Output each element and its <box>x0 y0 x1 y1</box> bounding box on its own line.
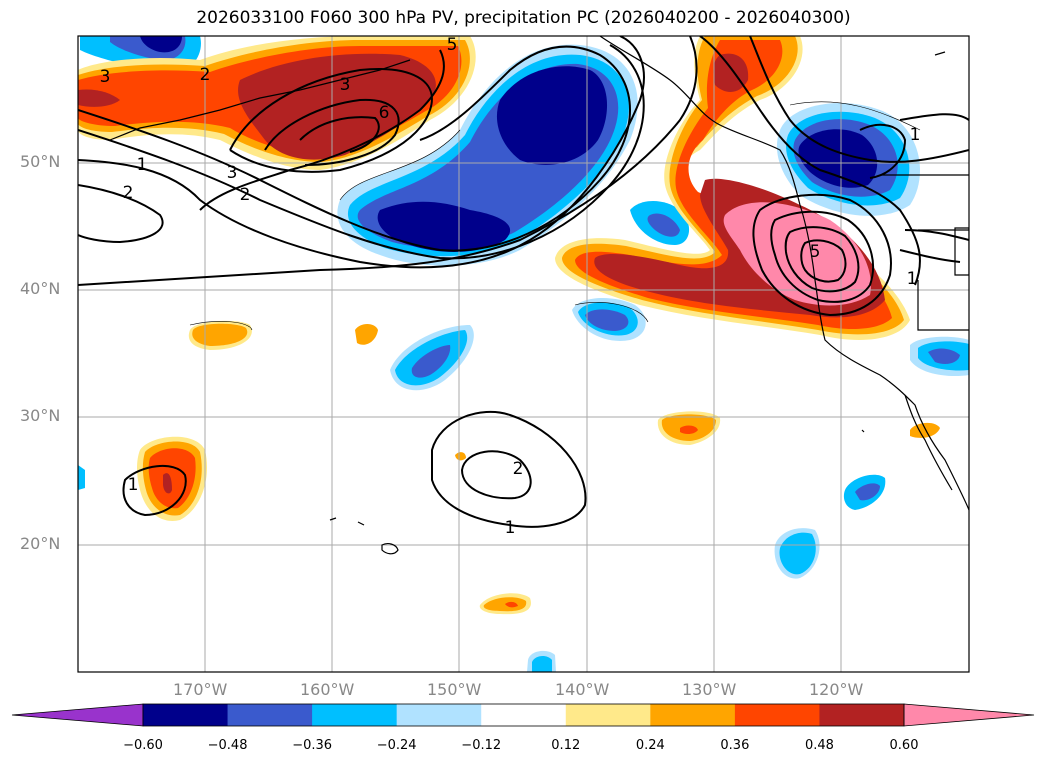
colorbar-segment <box>565 704 651 726</box>
contour-labels: 3 2 1 3 2 3 6 5 1 2 1 1 5 1 2 1 <box>100 35 921 538</box>
contour-label: 1 <box>505 518 516 538</box>
colorbar-segment <box>650 704 736 726</box>
negative-precip-regions <box>78 36 969 672</box>
colorbar-segment <box>734 704 820 726</box>
lon-label-160w: 160°W <box>300 680 355 699</box>
map-frame <box>77 35 970 673</box>
colorbar-tick-label: 0.12 <box>551 738 581 753</box>
contour-label: 3 <box>100 67 111 87</box>
lon-label-170w: 170°W <box>173 680 228 699</box>
contour-label: 6 <box>379 103 390 123</box>
colorbar-segment <box>481 704 567 726</box>
contour-label: 2 <box>200 65 211 85</box>
contour-label: 2 <box>513 459 524 479</box>
contour-label: 3 <box>340 75 351 95</box>
colorbar <box>11 703 1035 727</box>
contour-label: 5 <box>810 242 821 262</box>
lat-label-20n: 20°N <box>20 534 61 553</box>
colorbar-tick-label: −0.48 <box>207 738 248 753</box>
colorbar-extension-low <box>11 703 144 727</box>
lon-label-120w: 120°W <box>809 680 864 699</box>
region-outlines <box>189 101 921 331</box>
colorbar-tick-label: −0.24 <box>376 738 417 753</box>
colorbar-segment <box>227 704 313 726</box>
lon-label-130w: 130°W <box>682 680 737 699</box>
contour-label: 2 <box>240 185 251 205</box>
contour-label: 1 <box>910 125 921 145</box>
colorbar-tick-label: 0.60 <box>889 738 919 753</box>
map-title: 2026033100 F060 300 hPa PV, precipitatio… <box>196 8 851 28</box>
colorbar-segment <box>819 704 905 726</box>
colorbar-tick-label: −0.36 <box>292 738 333 753</box>
lat-label-50n: 50°N <box>20 152 61 171</box>
colorbar-tick-label: 0.48 <box>804 738 834 753</box>
coastlines <box>109 36 969 555</box>
colorbar-tick-label: −0.12 <box>461 738 502 753</box>
contour-label: 2 <box>123 183 134 203</box>
lon-label-150w: 150°W <box>427 680 482 699</box>
contour-label: 1 <box>137 155 148 175</box>
colorbar-extension-high <box>903 703 1035 727</box>
lat-label-30n: 30°N <box>20 406 61 425</box>
pv-contours <box>78 36 969 528</box>
contour-label: 5 <box>447 35 458 55</box>
colorbar-tick-label: 0.36 <box>720 738 750 753</box>
contour-label: 3 <box>227 163 238 183</box>
lat-label-40n: 40°N <box>20 279 61 298</box>
colorbar-tick-label: −0.60 <box>123 738 163 753</box>
colorbar-tick-label: 0.24 <box>635 738 665 753</box>
map-field <box>78 36 969 672</box>
contour-label: 1 <box>907 269 918 289</box>
contour-label: 1 <box>128 475 139 495</box>
lon-label-140w: 140°W <box>555 680 610 699</box>
colorbar-segment <box>143 704 229 726</box>
colorbar-segment <box>312 704 398 726</box>
colorbar-segment <box>396 704 482 726</box>
